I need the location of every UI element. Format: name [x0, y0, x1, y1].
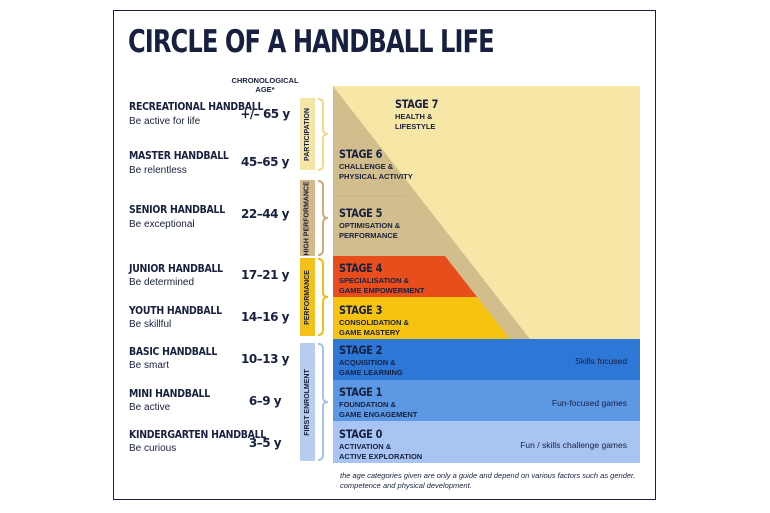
stage-5-desc: OPTIMISATION & PERFORMANCE	[339, 221, 401, 240]
level-motto-kindergarten: Be curious	[129, 443, 177, 454]
level-name-kindergarten: KINDERGARTEN HANDBALL	[129, 428, 267, 441]
stage-2-focus: Skills focused	[575, 356, 627, 366]
age-column-header: CHRONOLOGICAL AGE*	[231, 76, 299, 94]
level-age-recreational: +/– 65 y	[240, 107, 290, 121]
level-age-youth: 14–16 y	[241, 310, 289, 324]
level-name-junior: JUNIOR HANDBALL	[129, 262, 223, 275]
stage-region-7	[333, 86, 640, 339]
level-name-mini: MINI HANDBALL	[129, 387, 210, 400]
brace-performance	[317, 258, 329, 336]
level-motto-basic: Be smart	[129, 360, 170, 371]
level-motto-junior: Be determined	[129, 277, 195, 288]
phase-bar-first-enrolment: FIRST ENROLMENT	[300, 343, 315, 461]
stage-band-1	[333, 380, 640, 421]
level-motto-senior: Be exceptional	[129, 219, 195, 230]
stage-region-3	[333, 297, 510, 339]
level-motto-recreational: Be active for life	[129, 116, 201, 127]
level-name-master: MASTER HANDBALL	[129, 149, 229, 162]
stage-1-focus: Fun-focused games	[551, 398, 627, 408]
level-name-basic: BASIC HANDBALL	[129, 345, 218, 358]
level-age-master: 45–65 y	[241, 155, 289, 169]
stage-band-2	[333, 339, 640, 380]
stage-7-title: STAGE 7	[395, 97, 439, 111]
stage-2-desc: ACQUISITION & GAME LEARNING	[339, 358, 403, 377]
stage-0-focus: Fun / skills challenge games	[520, 440, 627, 450]
stage-7-desc: HEALTH & LIFESTYLE	[395, 112, 436, 131]
page-title: CIRCLE OF A HANDBALL LIFE	[128, 24, 495, 60]
level-age-mini: 6–9 y	[248, 394, 282, 408]
stage-1-desc: FOUNDATION & GAME ENGAGEMENT	[339, 400, 418, 419]
brace-high-performance	[317, 180, 329, 256]
brace-first-enrolment	[317, 343, 329, 461]
footnote: the age categories given are only a guid…	[340, 471, 636, 490]
stage-5-title: STAGE 5	[339, 206, 383, 220]
stage-6-desc: CHALLENGE & PHYSICAL ACTIVITY	[339, 162, 413, 181]
stage-3-title: STAGE 3	[339, 303, 383, 317]
stage-2-title: STAGE 2	[339, 343, 383, 357]
level-motto-master: Be relentless	[129, 165, 187, 176]
stage-0-desc: ACTIVATION & ACTIVE EXPLORATION	[339, 442, 423, 461]
brace-participation	[317, 98, 329, 171]
phase-bar-participation: PARTICIPATION	[300, 98, 315, 170]
level-age-kindergarten: 3–5 y	[248, 436, 282, 450]
stage-1-title: STAGE 1	[339, 385, 383, 399]
level-motto-youth: Be skillful	[129, 319, 172, 330]
stage-3-desc: CONSOLIDATION & GAME MASTERY	[339, 318, 409, 337]
stage-4-desc: SPECIALISATION & GAME EMPOWERMENT	[339, 276, 425, 295]
stage-4-title: STAGE 4	[339, 261, 383, 275]
phase-bar-high-performance: HIGH PERFORMANCE	[300, 180, 315, 256]
phase-bar-performance: PERFORMANCE	[300, 258, 315, 336]
level-name-senior: SENIOR HANDBALL	[129, 203, 225, 216]
level-name-recreational: RECREATIONAL HANDBALL	[129, 100, 264, 113]
stage-0-title: STAGE 0	[339, 427, 383, 441]
level-age-basic: 10–13 y	[241, 352, 289, 366]
level-age-junior: 17–21 y	[241, 268, 289, 282]
level-motto-mini: Be active	[129, 402, 171, 413]
stage-6-title: STAGE 6	[339, 147, 383, 161]
stage-region-4	[333, 256, 477, 297]
stage-band-0	[333, 421, 640, 463]
level-name-youth: YOUTH HANDBALL	[129, 304, 222, 317]
level-age-senior: 22–44 y	[241, 207, 289, 221]
